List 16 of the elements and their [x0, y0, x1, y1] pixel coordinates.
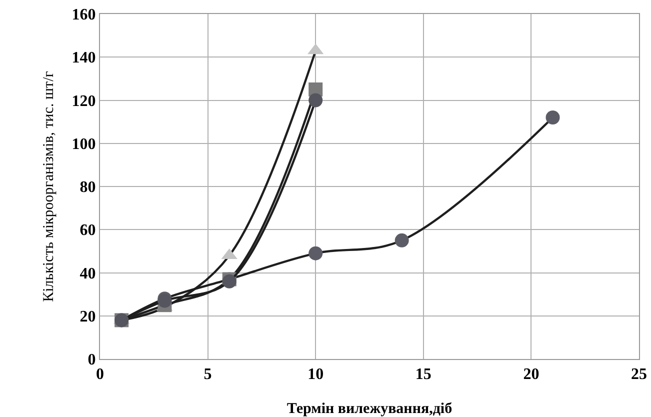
- x-tick-label: 10: [308, 366, 324, 384]
- y-tick-label: 140: [72, 50, 96, 67]
- y-tick-label: 120: [72, 92, 96, 110]
- y-tick-label: 0: [88, 352, 96, 369]
- x-tick-label: 20: [523, 366, 540, 384]
- x-tick-label: 25: [631, 366, 647, 384]
- x-tick-label: 5: [204, 366, 212, 384]
- y-tick-label: 60: [80, 222, 96, 240]
- y-tick-label: 80: [80, 179, 96, 196]
- x-tick-label: 15: [415, 366, 432, 384]
- y-axis-title: Кількість мікроорганізмів, тис. шт/г: [41, 71, 58, 302]
- x-axis-title: Термін вилежування,діб: [286, 401, 452, 417]
- y-tick-label: 40: [80, 265, 96, 282]
- y-tick-label: 100: [72, 136, 96, 153]
- y-tick-label: 20: [80, 308, 96, 326]
- y-tick-label: 160: [72, 6, 96, 24]
